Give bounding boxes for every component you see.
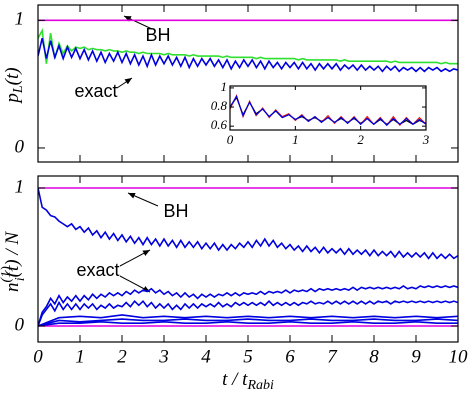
label-sup: (1) xyxy=(0,266,14,283)
label-sub: L xyxy=(11,85,26,94)
y-tick-label: 0.6 xyxy=(211,117,228,132)
annotation: exact xyxy=(76,260,119,280)
label-sub: Rabi xyxy=(246,378,274,393)
label-rest: (t) / N xyxy=(2,231,23,278)
annotation: exact xyxy=(74,81,117,101)
y-axis-label: n(1)i(t) / N xyxy=(0,231,28,292)
x-tick-label: 5 xyxy=(243,346,253,367)
label-sub: i xyxy=(13,277,28,281)
y-tick-label: 1 xyxy=(15,9,25,30)
label-base: n xyxy=(2,283,23,293)
y-tick-label: 1 xyxy=(221,79,228,94)
x-tick-label: 1 xyxy=(292,132,299,147)
data-line xyxy=(38,38,458,73)
x-tick-label: 6 xyxy=(285,346,295,367)
y-tick-label: 0 xyxy=(15,314,25,335)
x-tick-label: 0 xyxy=(33,346,43,367)
y-tick-label: 1 xyxy=(15,176,25,197)
data-line xyxy=(38,299,458,327)
x-axis-label: t / tRabi xyxy=(222,369,274,393)
data-line xyxy=(38,318,458,327)
data-line xyxy=(230,93,426,127)
label-base: p xyxy=(2,93,23,105)
x-tick-label: 10 xyxy=(449,346,469,367)
data-line xyxy=(230,95,426,127)
label-rest: (t) xyxy=(2,67,23,85)
label-base: t / t xyxy=(222,369,248,390)
x-tick-label: 8 xyxy=(369,346,379,367)
data-line xyxy=(38,27,458,65)
x-tick-label: 3 xyxy=(422,132,430,147)
plot-frame xyxy=(229,85,427,131)
annotation: BH xyxy=(163,201,188,221)
y-tick-label: 0.8 xyxy=(211,98,228,113)
annotation: BH xyxy=(145,25,170,45)
x-tick-label: 7 xyxy=(327,346,338,367)
x-tick-label: 3 xyxy=(158,346,169,367)
x-tick-label: 9 xyxy=(411,346,421,367)
arrows xyxy=(116,15,159,293)
y-axis-label: pL(t) xyxy=(2,67,26,104)
inset-background xyxy=(230,86,426,130)
y-tick-label: 0 xyxy=(15,136,25,157)
data-line xyxy=(38,314,458,327)
data-line xyxy=(38,321,458,327)
x-tick-label: 4 xyxy=(201,346,211,367)
data-line xyxy=(38,187,458,260)
x-tick-label: 1 xyxy=(75,346,85,367)
x-tick-label: 2 xyxy=(357,132,364,147)
x-tick-label: 0 xyxy=(227,132,234,147)
data-line xyxy=(38,285,458,327)
x-tick-label: 2 xyxy=(117,346,127,367)
